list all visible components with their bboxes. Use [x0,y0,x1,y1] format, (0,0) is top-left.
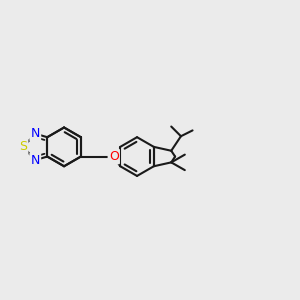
Text: O: O [109,150,119,163]
Text: N: N [31,127,40,140]
Text: S: S [19,140,27,153]
Text: N: N [31,154,40,166]
